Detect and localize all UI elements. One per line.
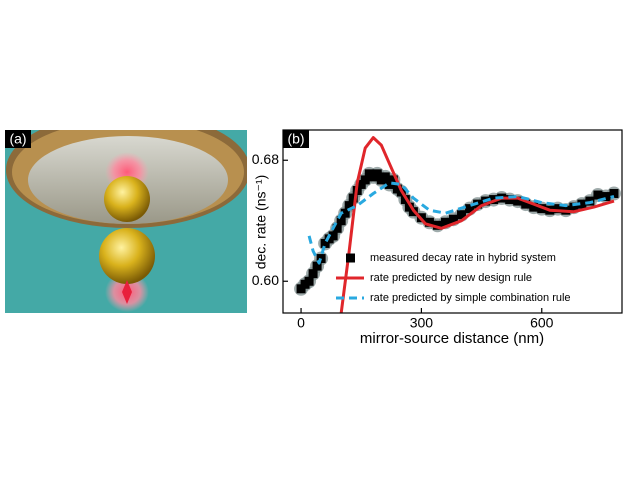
data-point (424, 217, 434, 227)
data-point (336, 216, 346, 226)
illustration (5, 130, 247, 313)
legend-swatch (346, 253, 355, 263)
data-point (449, 214, 459, 224)
data-point (384, 179, 394, 189)
data-point (380, 172, 390, 182)
data-point (577, 199, 587, 209)
line-series (307, 181, 615, 265)
data-point (465, 204, 475, 214)
x-tick-label: 600 (530, 315, 554, 331)
data-point (457, 210, 467, 220)
data-point (569, 202, 579, 212)
y-tick-label: 0.60 (252, 272, 279, 288)
panel-label: (a) (9, 131, 26, 147)
legend-entry: rate predicted by simple combination rul… (336, 292, 571, 304)
data-point (553, 204, 563, 214)
data-point (593, 190, 603, 200)
data-point (312, 261, 322, 271)
y-tick-label: 0.68 (252, 151, 279, 167)
data-point (521, 199, 531, 209)
data-point (304, 276, 314, 286)
data-point (432, 220, 442, 230)
data-point (320, 238, 330, 248)
data-point (513, 196, 523, 206)
data-point (356, 179, 366, 189)
legend-label: measured decay rate in hybrid system (370, 252, 556, 264)
line-series (339, 136, 615, 313)
legend-label: rate predicted by new design rule (370, 272, 532, 284)
plot-area (294, 136, 621, 313)
data-point (404, 202, 414, 212)
data-point (296, 284, 306, 294)
data-point (316, 254, 326, 264)
panel-label-box (283, 130, 309, 148)
x-axis-label: mirror-source distance (nm) (360, 330, 544, 347)
y-axis-label: dec. rate (ns⁻¹) (253, 175, 269, 270)
data-point (328, 231, 338, 241)
x-tick-label: 300 (410, 315, 434, 331)
panel-label: (b) (287, 131, 304, 147)
x-tick-label: 0 (297, 315, 305, 331)
data-point (308, 269, 318, 279)
data-point (388, 175, 398, 185)
legend-entry: measured decay rate in hybrid system (346, 252, 556, 264)
data-point (529, 202, 539, 212)
data-point (340, 208, 350, 218)
data-point (609, 189, 619, 199)
data-point (601, 192, 611, 202)
data-point (332, 223, 342, 233)
data-point (372, 169, 382, 179)
data-point (348, 193, 358, 203)
legend-label: rate predicted by simple combination rul… (370, 292, 571, 304)
panel-label-box (5, 130, 31, 148)
data-point (344, 201, 354, 211)
legend-entry: rate predicted by new design rule (336, 272, 532, 284)
data-point (360, 175, 370, 185)
plot-frame (282, 129, 623, 314)
data-point (440, 217, 450, 227)
